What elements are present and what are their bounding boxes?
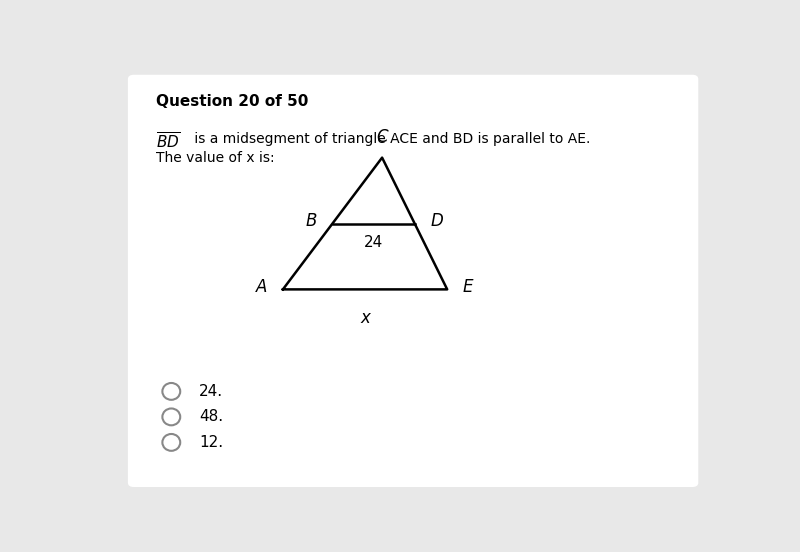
Text: 12.: 12. xyxy=(199,435,223,450)
FancyBboxPatch shape xyxy=(128,75,698,487)
Text: Question 20 of 50: Question 20 of 50 xyxy=(156,94,308,109)
Text: 24.: 24. xyxy=(199,384,223,399)
Text: C: C xyxy=(376,128,388,146)
Text: $\overline{BD}$: $\overline{BD}$ xyxy=(156,132,180,152)
Text: D: D xyxy=(430,213,443,230)
Text: x: x xyxy=(360,309,370,327)
Text: 24: 24 xyxy=(364,235,383,251)
Text: 48.: 48. xyxy=(199,410,223,424)
Text: is a midsegment of triangle ACE and BD is parallel to AE.: is a midsegment of triangle ACE and BD i… xyxy=(190,132,590,146)
Text: B: B xyxy=(306,213,317,230)
Text: E: E xyxy=(462,278,474,296)
Text: A: A xyxy=(256,278,267,296)
Text: The value of x is:: The value of x is: xyxy=(156,151,274,165)
